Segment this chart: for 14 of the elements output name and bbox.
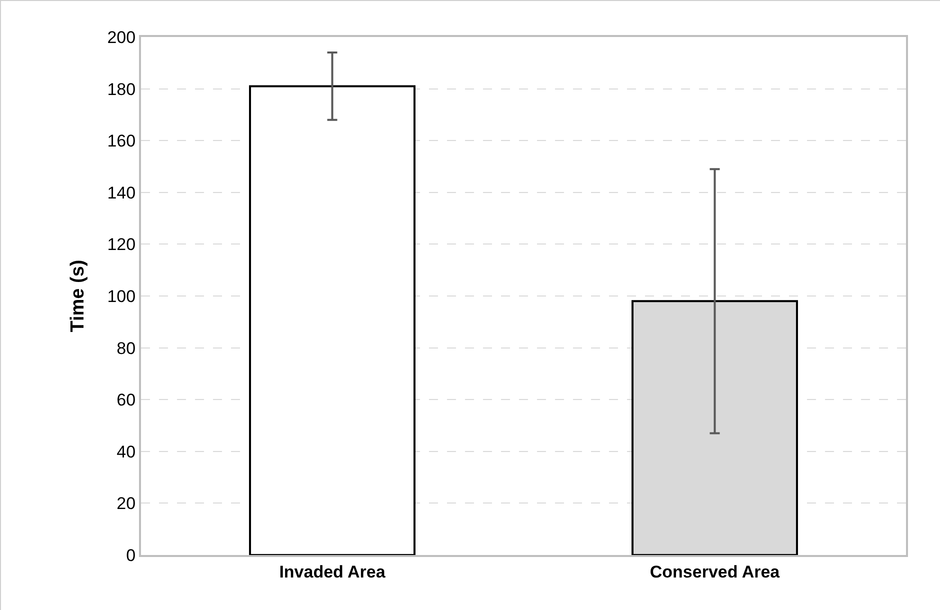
y-tick-label: 80 (116, 338, 136, 358)
y-tick-label: 0 (126, 546, 136, 565)
y-tick-label: 20 (116, 494, 136, 514)
y-tick-label: 180 (107, 80, 136, 99)
y-tick-label: 40 (116, 442, 136, 462)
x-tick-label: Conserved Area (650, 562, 780, 582)
x-tick-label: Invaded Area (279, 562, 386, 582)
y-tick-label: 160 (107, 132, 136, 151)
y-tick-label: 200 (107, 28, 136, 47)
y-tick-label: 100 (107, 286, 136, 306)
y-tick-label: 60 (116, 390, 136, 410)
y-tick-label: 140 (107, 183, 136, 202)
y-axis-title: Time (s) (68, 260, 89, 332)
y-tick-label: 120 (107, 235, 136, 254)
